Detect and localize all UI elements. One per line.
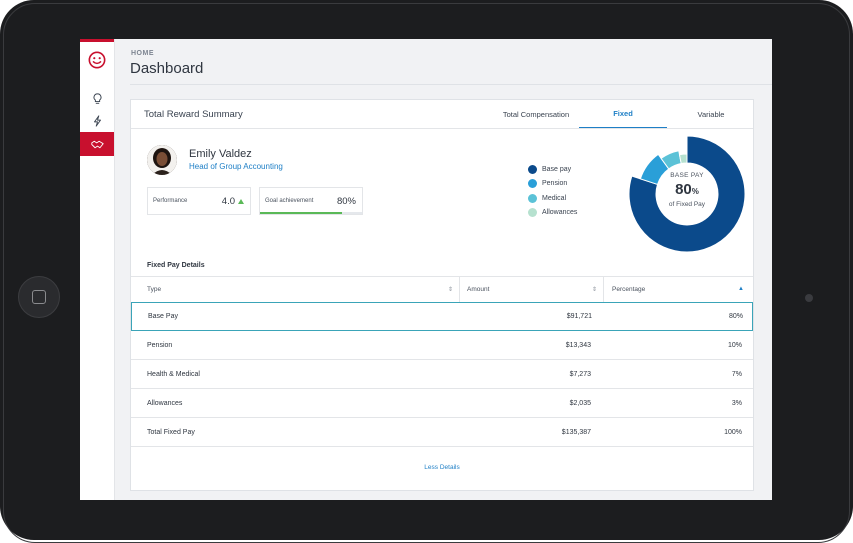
column-header-type[interactable]: Type ⇕ [147,286,453,293]
legend-item-base-pay: Base pay [528,164,571,174]
sort-icon: ⇕ [447,287,453,293]
cell-percentage: 3% [731,399,742,407]
camera-icon [805,294,813,302]
legend-item-pension: Pension [528,178,567,188]
home-square-icon [32,290,46,304]
cell-percentage: 80% [728,313,743,320]
tab-variable[interactable]: Variable [697,109,725,119]
legend-item-allowances: Allowances [528,207,577,217]
lightbulb-icon [93,93,101,104]
cell-amount: $13,343 [565,341,591,349]
sort-active-icon: ▲ [738,286,744,292]
page-title: Dashboard [130,60,204,77]
donut-segment-base-pay[interactable] [628,135,746,253]
performance-label: Performance [153,198,188,204]
cell-type: Pension [147,341,173,349]
column-divider [603,277,604,302]
goal-label: Goal achievement [265,198,314,204]
donut-center-subtitle: of Fixed Pay [668,201,706,208]
lightning-icon [93,115,101,127]
performance-metric: Performance 4.0 [147,187,251,215]
table-row[interactable]: Health & Medical $7,273 7% [131,360,753,389]
legend-dot-pension [528,178,537,188]
cell-percentage: 7% [731,370,742,378]
donut-segment-allowances[interactable] [678,153,688,165]
card-header: Total Reward Summary Total Compensation … [131,100,753,129]
column-divider [459,277,460,302]
legend-dot-medical [528,193,537,203]
sidebar-item-activity[interactable] [80,109,114,133]
table-row[interactable]: Total Fixed Pay $135,387 100% [131,418,753,447]
total-reward-card: Total Reward Summary Total Compensation … [130,99,754,491]
cell-percentage: 10% [727,341,742,349]
cell-type: Total Fixed Pay [147,428,195,436]
cell-amount: $7,273 [569,370,591,378]
legend-dot-base-pay [528,164,537,174]
legend-dot-allowances [528,207,537,217]
employee-title: Head of Group Accounting [189,162,283,171]
fixed-pay-details-title: Fixed Pay Details [147,262,205,269]
goal-progress-bar [260,211,362,214]
table-row[interactable]: Allowances $2,035 3% [131,389,753,418]
handshake-icon [90,140,104,148]
performance-value: 4.0 [221,196,235,207]
goal-achievement-metric: Goal achievement 80% [259,187,363,215]
breadcrumb[interactable]: HOME [131,50,154,57]
cell-percentage: 100% [724,428,742,436]
column-header-amount[interactable]: Amount ⇕ [467,286,597,293]
cell-type: Health & Medical [147,370,200,378]
table-row[interactable]: Base Pay $91,721 80% [131,302,753,331]
goal-progress-fill [260,211,342,214]
table-row[interactable]: Pension $13,343 10% [131,331,753,360]
cell-type: Allowances [147,399,183,407]
title-divider [130,84,772,85]
main-content: HOME Dashboard Total Reward Summary Tota… [114,39,772,500]
donut-center-value: 80% [675,181,699,198]
app-screen: HOME Dashboard Total Reward Summary Tota… [80,39,772,500]
sidebar-item-ideas[interactable] [80,87,114,111]
avatar [147,145,177,175]
legend-label: Base pay [542,165,572,173]
cell-type: Base Pay [148,313,178,320]
donut-center: BASE PAY 80% of Fixed Pay [628,135,746,253]
sidebar-item-rewards[interactable] [80,132,114,156]
tab-fixed[interactable]: Fixed [579,100,667,128]
less-details-link[interactable]: Less Details [424,464,460,471]
employee-name: Emily Valdez [189,148,252,160]
tab-total-compensation[interactable]: Total Compensation [502,109,570,119]
legend-item-medical: Medical [528,193,566,203]
cell-amount: $2,035 [569,399,591,407]
legend-label: Medical [542,194,567,202]
fixed-pay-donut-chart [628,135,746,253]
arrow-up-icon [238,199,244,204]
legend-label: Allowances [542,208,578,216]
brand-accent-bar [80,39,114,42]
smiley-logo-icon[interactable] [88,51,106,69]
home-button[interactable] [18,276,60,318]
table-header: Type ⇕ Amount ⇕ Percentage ▲ [131,276,753,303]
card-title: Total Reward Summary [144,109,243,120]
cell-amount: $135,387 [561,428,591,436]
sort-icon: ⇕ [591,287,597,293]
donut-center-label: BASE PAY [670,172,704,179]
sidebar [80,39,115,500]
column-header-percentage[interactable]: Percentage ▲ [612,286,744,293]
legend-label: Pension [542,179,568,187]
goal-value: 80% [336,196,356,207]
cell-amount: $91,721 [566,313,592,320]
